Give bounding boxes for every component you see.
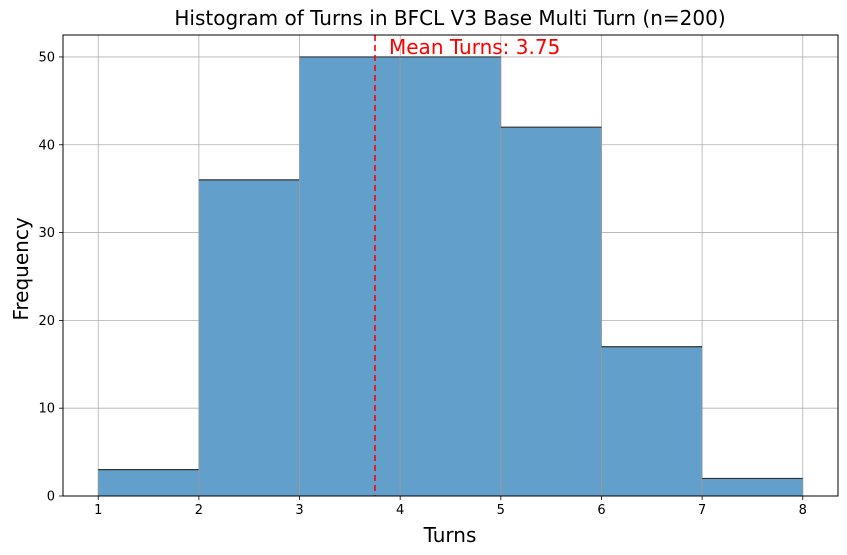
x-tick-label: 4: [396, 503, 404, 518]
mean-label: Mean Turns: 3.75: [389, 35, 560, 59]
x-tick-label: 2: [195, 503, 203, 518]
x-tick-label: 5: [497, 503, 505, 518]
x-tick-label: 8: [799, 503, 807, 518]
y-tick-label: 20: [38, 314, 55, 329]
y-tick-label: 50: [38, 50, 55, 65]
ticks-group: 1 2 3 4 5 6 7 8 0 10 20 30 40 50: [38, 50, 806, 518]
histogram-bar: [97, 469, 200, 497]
histogram-bar: [601, 346, 703, 497]
x-axis-label: Turns: [423, 523, 477, 547]
plot-frame: [62, 34, 839, 497]
mean-group: Mean Turns: 3.75: [374, 35, 560, 496]
histogram-bar: [198, 179, 300, 497]
histogram-bar: [299, 56, 401, 497]
chart-title: Histogram of Turns in BFCL V3 Base Multi…: [174, 6, 725, 30]
histogram-bar: [399, 56, 502, 497]
y-tick-label: 30: [38, 226, 55, 241]
histogram-bar: [500, 126, 602, 497]
bars-group: [97, 56, 804, 497]
y-axis-label: Frequency: [9, 217, 33, 320]
y-tick-label: 10: [38, 402, 55, 417]
y-tick-label: 40: [38, 138, 55, 153]
x-tick-label: 3: [295, 503, 303, 518]
y-tick-label: 0: [47, 490, 55, 505]
x-tick-label: 7: [698, 503, 706, 518]
x-tick-label: 1: [94, 503, 102, 518]
histogram-bar: [701, 478, 804, 497]
x-tick-label: 6: [597, 503, 605, 518]
